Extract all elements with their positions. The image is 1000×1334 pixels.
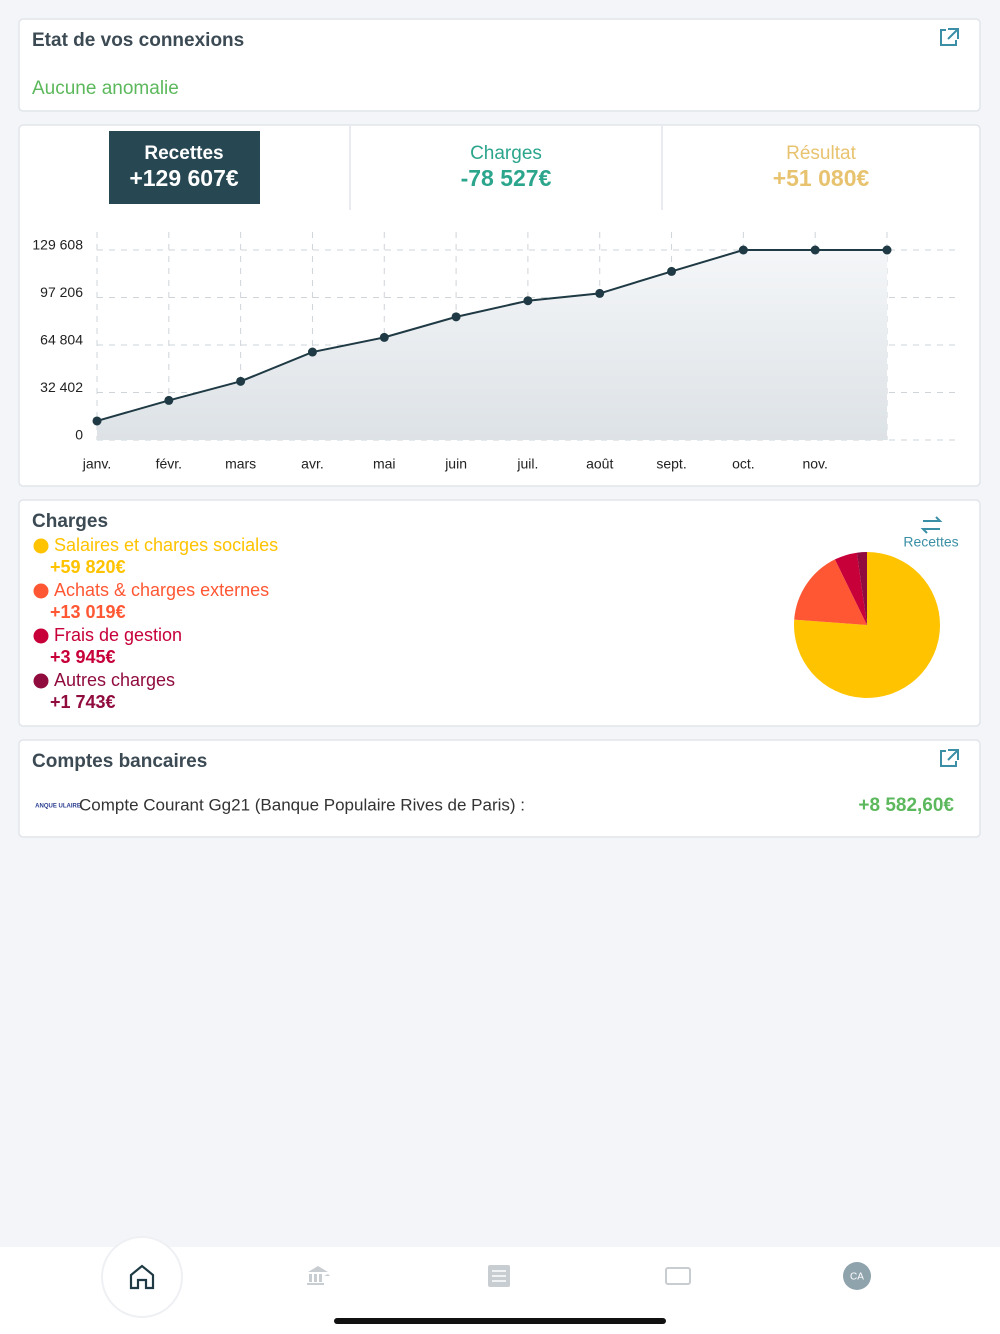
y-tick-label: 97 206 <box>40 284 83 300</box>
legend-dot <box>33 628 49 644</box>
line-chart: 0 32 402 64 804 97 206 129 608 janv. févr. mars… <box>32 232 960 472</box>
avatar-initials[interactable]: CA <box>850 1272 864 1283</box>
x-tick-label: nov. <box>802 456 827 472</box>
point <box>92 416 102 426</box>
status-text: Aucune anomalie <box>32 78 179 99</box>
point <box>307 347 317 357</box>
bank-logo: ANQUE ULAIRE <box>35 804 81 810</box>
external-link-icon[interactable] <box>940 28 959 46</box>
x-tick-label: mai <box>373 456 396 472</box>
home-icon[interactable] <box>129 1264 155 1290</box>
bank-nav-icon[interactable] <box>307 1266 330 1285</box>
y-tick-label: 129 608 <box>32 237 83 253</box>
legend-label: Autres charges <box>54 670 175 690</box>
tab-value[interactable]: +129 607€ <box>129 165 239 191</box>
home-button[interactable] <box>101 1236 183 1318</box>
accounts-card <box>18 739 981 838</box>
x-tick-label: avr. <box>301 456 324 472</box>
point <box>164 395 174 405</box>
keyboard-nav-icon[interactable] <box>665 1267 691 1285</box>
tab-label[interactable]: Recettes <box>144 143 223 164</box>
legend-label: Achats & charges externes <box>54 580 269 600</box>
y-tick-label: 64 804 <box>40 332 83 348</box>
x-tick-label: juil. <box>516 456 538 472</box>
swap-icon[interactable] <box>920 516 943 534</box>
pie-slice <box>794 559 867 625</box>
x-tick-label: oct. <box>732 456 755 472</box>
point <box>882 245 892 255</box>
legend-dot <box>33 583 49 599</box>
y-tick-label: 0 <box>75 427 83 443</box>
account-balance: +8 582,60€ <box>858 795 954 816</box>
charges-card <box>18 499 981 727</box>
x-tick-label: févr. <box>156 456 182 472</box>
area <box>97 250 887 440</box>
pie-slice <box>834 552 867 625</box>
account-name[interactable]: Compte Courant Gg21 (Banque Populaire Ri… <box>79 795 525 814</box>
card-title: Etat de vos connexions <box>32 30 244 51</box>
legend-value: +1 743€ <box>50 692 116 712</box>
card-title: Charges <box>32 511 108 532</box>
legend-label: Frais de gestion <box>54 625 182 645</box>
legend-value: +59 820€ <box>50 557 126 577</box>
x-tick-label: janv. <box>82 456 112 472</box>
x-tick-label: août <box>586 456 613 472</box>
tab-label[interactable]: Charges <box>470 143 542 164</box>
external-link-icon[interactable] <box>940 749 959 767</box>
card-title: Comptes bancaires <box>32 751 207 772</box>
avatar[interactable] <box>843 1262 871 1290</box>
point <box>810 245 820 255</box>
point <box>236 376 246 386</box>
point <box>523 296 533 306</box>
x-tick-label: sept. <box>656 456 686 472</box>
legend-dot <box>33 673 49 689</box>
tab-label[interactable]: Résultat <box>786 143 856 164</box>
connections-card <box>18 18 981 112</box>
point <box>667 266 677 276</box>
x-tick-label: juin <box>444 456 467 472</box>
point <box>595 288 605 298</box>
documents-lines <box>492 1270 506 1282</box>
toggle-link[interactable]: Recettes <box>903 534 958 550</box>
tab-value[interactable]: -78 527€ <box>461 165 552 191</box>
legend-label: Salaires et charges sociales <box>54 535 278 555</box>
legend-dot <box>33 538 49 554</box>
y-tick-label: 32 402 <box>40 379 83 395</box>
x-tick-label: mars <box>225 456 256 472</box>
home-indicator <box>334 1318 666 1324</box>
point <box>451 312 461 322</box>
legend-value: +3 945€ <box>50 647 116 667</box>
active-tab[interactable] <box>109 131 260 204</box>
tab-value[interactable]: +51 080€ <box>773 165 870 191</box>
line <box>96 249 887 422</box>
legend-value: +13 019€ <box>50 602 126 622</box>
pie-slice <box>856 552 867 625</box>
point <box>738 245 748 255</box>
point <box>379 332 389 342</box>
pie-chart: Salaires et charges sociales+59 820€ Acha… <box>33 535 940 712</box>
